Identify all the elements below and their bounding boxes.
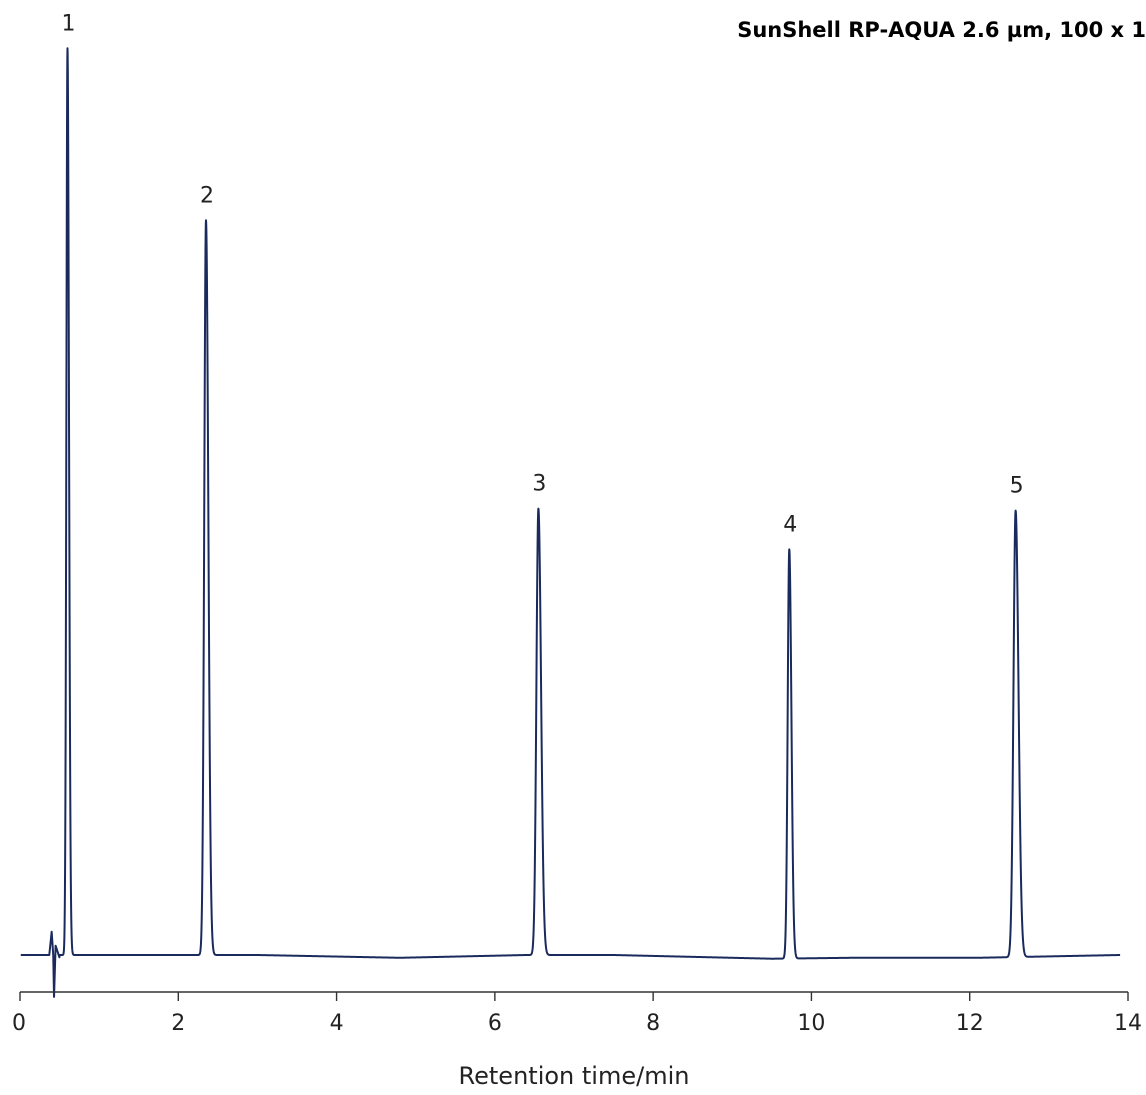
peak-label-5: 5 — [1010, 474, 1024, 499]
peak-label-1: 1 — [62, 11, 76, 36]
x-axis-label: Retention time/min — [459, 1062, 690, 1090]
x-tick-label-4: 4 — [330, 1011, 344, 1036]
peak-label-3: 3 — [532, 472, 546, 497]
chart-title: SunShell RP-AQUA 2.6 µm, 100 x 1 — [737, 18, 1146, 42]
peak-label-4: 4 — [783, 512, 797, 537]
peak-labels: 1 2 3 4 5 — [62, 11, 1024, 537]
x-ticks: 0 2 4 6 8 10 12 14 — [12, 992, 1142, 1036]
x-tick-label-8: 8 — [646, 1011, 660, 1036]
x-tick-label-12: 12 — [956, 1011, 984, 1036]
x-tick-label-0: 0 — [12, 1011, 26, 1036]
x-tick-label-2: 2 — [171, 1011, 185, 1036]
x-tick-label-6: 6 — [488, 1011, 502, 1036]
chromatogram-trace — [19, 47, 1121, 998]
peak-label-2: 2 — [200, 183, 214, 208]
x-tick-label-10: 10 — [797, 1011, 825, 1036]
x-tick-label-14: 14 — [1114, 1011, 1142, 1036]
